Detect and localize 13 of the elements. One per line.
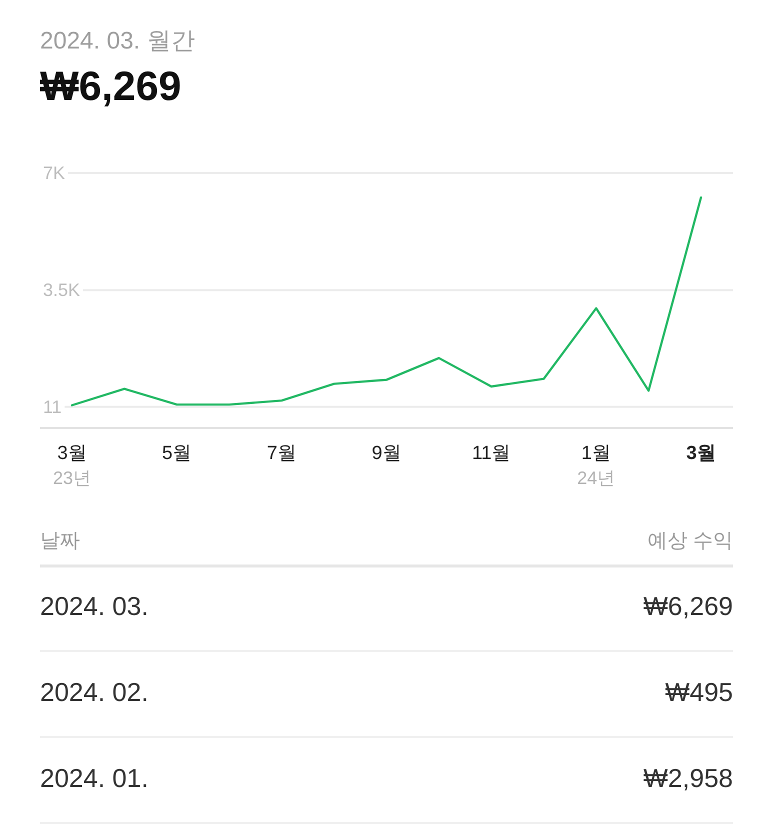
x-tick-label: 3월 23년	[52, 442, 92, 488]
table: 날짜 예상 수익 2024. 03. ₩6,269 2024. 02. ₩495 2024. 01. ₩2,958	[40, 530, 733, 824]
x-tick-label: 7월	[266, 442, 296, 464]
x-tick-label: 9월	[372, 442, 402, 464]
y-tick-label: 7K	[43, 163, 66, 183]
x-tick-label: 3월	[686, 442, 716, 464]
x-tick-label: 1월 24년	[577, 442, 616, 488]
y-tick-label: 11	[43, 396, 62, 417]
chart-subtitle: 2024. 03. 월간	[40, 28, 195, 54]
x-tick-label: 11월	[472, 442, 511, 464]
y-tick-label: 3.5K	[43, 280, 80, 300]
chart-title: ₩6,269	[40, 63, 182, 109]
x-tick-label: 5월	[162, 442, 192, 464]
